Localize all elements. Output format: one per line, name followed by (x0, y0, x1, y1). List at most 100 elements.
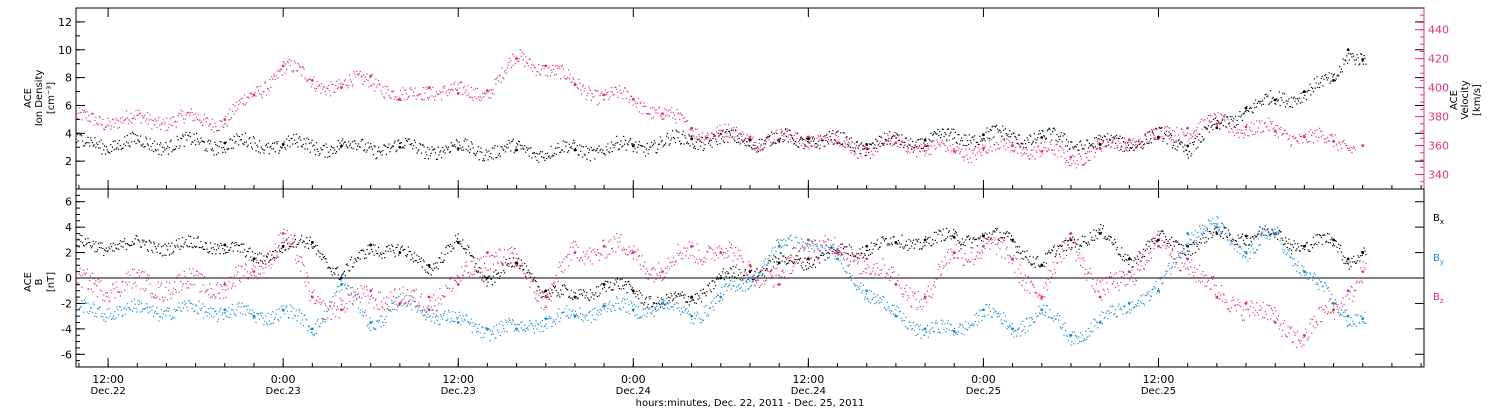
velocity-trace-point (157, 127, 158, 128)
by-trace-point (136, 311, 137, 312)
velocity-trace-point (415, 87, 416, 88)
density-trace-point (311, 142, 312, 143)
density-axis-title-line2: Ion Density (34, 70, 45, 127)
bx-trace-point (1205, 237, 1206, 238)
density-trace-point (858, 148, 859, 149)
velocity-trace-point (346, 85, 347, 86)
velocity-trace-point (401, 100, 402, 101)
bx-trace-point (353, 262, 354, 263)
bx-trace-point (124, 238, 125, 239)
density-trace-point (1033, 141, 1034, 142)
by-trace-point (137, 300, 138, 301)
bx-trace-point (684, 294, 685, 295)
bx-trace-point (1011, 235, 1012, 236)
bx-trace-point (658, 302, 659, 303)
velocity-trace-point (634, 99, 635, 100)
velocity-trace-point (1232, 131, 1233, 132)
velocity-trace-point (255, 92, 256, 93)
density-trace-point (477, 151, 478, 152)
bx-trace-point (894, 242, 895, 243)
bx-trace-point (235, 242, 236, 243)
density-trace-point (1359, 63, 1360, 64)
density-trace-point (1192, 142, 1193, 143)
bx-trace-point (878, 248, 879, 249)
bx-trace-point (1154, 243, 1155, 244)
density-trace-point (894, 135, 895, 136)
velocity-trace-point (288, 62, 289, 63)
by-trace-point (116, 306, 117, 307)
velocity-trace-point (906, 151, 907, 152)
by-trace-point (186, 306, 187, 307)
density-trace-point (1088, 147, 1089, 148)
density-trace-point (693, 147, 694, 148)
bx-trace-point (945, 238, 946, 239)
density-trace-point (1196, 148, 1197, 149)
bx-trace-point (1163, 233, 1164, 234)
density-trace-point (620, 144, 621, 145)
density-trace-point (274, 143, 275, 144)
density-trace-point (772, 143, 773, 144)
density-trace-point (1196, 136, 1197, 137)
density-trace-point (1044, 136, 1045, 137)
density-trace-point (129, 145, 130, 146)
velocity-trace-point (226, 124, 227, 125)
density-trace-point (1224, 114, 1225, 115)
density-trace-point (194, 140, 195, 141)
density-trace-point (1214, 124, 1215, 125)
velocity-trace-point (1054, 150, 1055, 151)
velocity-trace-point (1224, 119, 1225, 120)
density-trace-point (155, 149, 156, 150)
bx-trace-point (597, 296, 598, 297)
velocity-trace-point (550, 69, 551, 70)
bx-trace-point (360, 259, 361, 260)
velocity-trace-point (458, 84, 459, 85)
velocity-trace-point (956, 150, 957, 151)
bx-trace-point (1133, 260, 1134, 261)
density-trace-point (1248, 111, 1249, 112)
velocity-trace-point (255, 96, 256, 97)
bx-trace-point (116, 248, 117, 249)
density-trace-point (1351, 56, 1352, 57)
bx-trace-point (453, 247, 454, 248)
density-trace-point (653, 144, 654, 145)
bx-trace-point (449, 246, 450, 247)
velocity-trace-point (1343, 140, 1344, 141)
velocity-trace-point (188, 112, 189, 113)
bx-trace-point (1291, 250, 1292, 251)
by-trace-point (105, 321, 106, 322)
density-trace-point (95, 147, 96, 148)
velocity-trace-point (641, 101, 642, 102)
density-trace-point (884, 133, 885, 134)
bx-trace-point (1287, 243, 1288, 244)
density-trace-point (1141, 141, 1142, 142)
velocity-trace-point (1175, 135, 1176, 136)
velocity-trace-point (788, 136, 789, 137)
bx-trace-point (1062, 245, 1063, 246)
velocity-trace-point (1254, 134, 1255, 135)
velocity-trace-point (462, 94, 463, 95)
velocity-trace-point (359, 73, 360, 74)
bx-trace-point (591, 297, 592, 298)
velocity-trace-point (979, 149, 980, 150)
velocity-trace-point (320, 93, 321, 94)
velocity-trace-point (792, 137, 793, 138)
bx-trace-point (1165, 236, 1166, 237)
density-trace-point (166, 148, 167, 149)
bx-trace-point (1259, 231, 1260, 232)
velocity-trace-point (843, 146, 844, 147)
density-trace-point (1069, 148, 1070, 149)
bx-trace-point (285, 249, 286, 250)
density-trace-point (94, 137, 95, 138)
velocity-trace-point (1079, 153, 1080, 154)
velocity-trace-point (1065, 162, 1066, 163)
velocity-trace-point (1222, 118, 1223, 119)
velocity-trace-point (1076, 160, 1077, 161)
bx-trace-point (1357, 255, 1358, 256)
density-trace-point (429, 149, 430, 150)
bx-trace-point (957, 234, 958, 235)
bx-trace-point (187, 246, 188, 247)
velocity-trace-point (522, 52, 523, 53)
velocity-trace-point (546, 65, 547, 66)
density-trace-point (268, 143, 269, 144)
bx-trace-point (427, 272, 428, 273)
